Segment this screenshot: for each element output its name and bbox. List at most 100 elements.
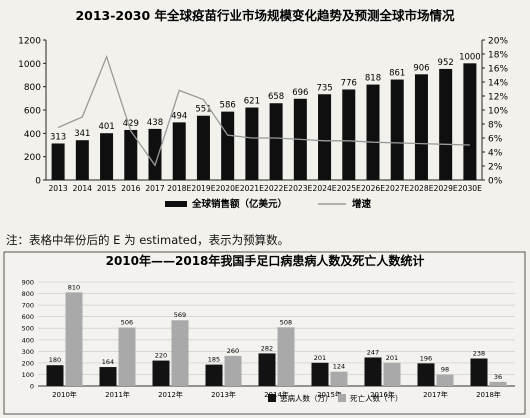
chart1-bar	[172, 122, 186, 180]
chart1-bar	[269, 103, 283, 180]
chart1-y2tick-label: 6%	[488, 135, 503, 145]
chart1-bar	[463, 63, 477, 181]
chart1-xtick-label: 2013	[48, 184, 67, 193]
chart1-bar-label: 313	[50, 132, 66, 142]
chart2-label-cases: 180	[49, 356, 61, 364]
chart2-label-cases: 196	[420, 354, 432, 362]
chart1-ytick-label: 800	[24, 83, 41, 93]
chart1-legend-swatch-sales	[165, 201, 187, 207]
chart2-xtick-label: 2010年	[52, 390, 77, 399]
chart1-xtick-label: 2016	[121, 184, 140, 193]
chart1-bar-label: 696	[292, 88, 308, 98]
chart2-label-cases: 247	[367, 348, 379, 356]
chart1-xtick-label: 2026E	[361, 184, 385, 193]
chart1-y2tick-label: 0%	[488, 177, 503, 187]
chart2-bar-deaths	[171, 320, 189, 386]
chart2-ytick-label: 700	[22, 302, 34, 310]
chart2-label-deaths: 36	[494, 373, 502, 381]
chart2-bar-cases	[99, 367, 117, 386]
chart2-xtick-label: 2016年	[370, 390, 395, 399]
chart1-ytick-label: 200	[24, 153, 41, 163]
chart2-label-cases: 185	[208, 356, 220, 364]
chart1-xtick-label: 2017	[145, 184, 164, 193]
chart2-legend-label-deaths: 死亡人数（个）	[350, 393, 403, 403]
chart1-bar	[196, 115, 210, 180]
chart1-ytick-label: 1000	[18, 60, 41, 70]
chart1-bar-label: 341	[74, 129, 90, 139]
chart2-xtick-label: 2015年	[317, 390, 342, 399]
chart2-bar-deaths	[489, 381, 507, 386]
chart1-bar-label: 658	[268, 92, 284, 102]
chart2-label-cases: 220	[155, 352, 167, 360]
chart2-bar-cases	[205, 364, 223, 386]
chart1-bar	[318, 94, 332, 180]
chart1-ytick-label: 600	[24, 107, 41, 117]
chart2-ytick-label: 400	[22, 336, 34, 344]
chart2-bar-deaths	[118, 327, 136, 386]
chart2-ytick-label: 600	[22, 313, 34, 321]
chart1-growth-line	[57, 54, 470, 167]
chart1-xtick-label: 2030E	[458, 184, 482, 193]
chart2-bar-deaths	[436, 374, 454, 386]
chart1-xtick-label: 2020E	[216, 184, 240, 193]
chart2-bar-deaths	[383, 362, 401, 386]
chart1-bar	[148, 128, 162, 180]
chart1-title: 2013-2030 年全球疫苗行业市场规模变化趋势及预测全球市场情况	[75, 8, 455, 23]
chart1-bar-label: 429	[123, 119, 139, 129]
chart1-xtick-label: 2028E	[409, 184, 433, 193]
chart2-xtick-label: 2013年	[211, 390, 236, 399]
chart2-ytick-label: 300	[22, 348, 34, 356]
chart1-xtick-label: 2018E	[167, 184, 191, 193]
chart1-xtick-label: 2024E	[312, 184, 336, 193]
chart1-bar	[221, 111, 235, 180]
chart1-y2tick-label: 14%	[488, 79, 508, 89]
chart2-bar-cases	[258, 353, 276, 386]
chart1-xtick-label: 2029E	[434, 184, 458, 193]
chart1-ytick-label: 400	[24, 130, 41, 140]
chart1-y2tick-label: 8%	[488, 121, 503, 131]
chart1-bar	[51, 143, 65, 180]
chart2-label-deaths: 569	[174, 311, 186, 319]
chart2-bar-deaths	[65, 292, 83, 386]
chart1-bar-label: 861	[389, 69, 405, 79]
chart1-bar-label: 494	[171, 111, 187, 121]
chart2-label-cases: 164	[102, 358, 114, 366]
chart2-xtick-label: 2012年	[158, 390, 183, 399]
chart1-bar	[100, 133, 114, 180]
chart1-bar	[439, 68, 453, 180]
chart2-bar-cases	[364, 357, 382, 386]
chart1-y2tick-label: 10%	[488, 107, 508, 117]
chart1-ytick-label: 0	[35, 177, 41, 187]
chart1-ytick-label: 1200	[18, 37, 41, 47]
chart1-bar-label: 952	[438, 58, 454, 68]
chart2-ytick-label: 500	[22, 325, 34, 333]
chart1-bar	[75, 140, 89, 180]
chart1-bar	[366, 84, 380, 180]
chart2-bar-deaths	[224, 355, 242, 386]
chart2-legend-swatch-cases	[268, 394, 276, 402]
chart1-bar	[414, 74, 428, 180]
chart1-bar-label: 438	[147, 118, 163, 128]
chart1-y2tick-label: 20%	[488, 37, 508, 47]
chart2-label-cases: 201	[314, 354, 326, 362]
chart1-legend-label-growth: 增速	[352, 198, 372, 210]
chart2-label-deaths: 98	[441, 366, 449, 374]
chart1-bar-label: 776	[341, 78, 357, 88]
chart1-xtick-label: 2014	[73, 184, 92, 193]
chart2-bar-deaths	[330, 371, 348, 386]
chart2-xtick-label: 2011年	[105, 390, 130, 399]
chart1-bar	[390, 79, 404, 180]
chart1-bar-label: 401	[98, 122, 114, 132]
chart2-label-deaths: 508	[280, 318, 292, 326]
chart2-ytick-label: 800	[22, 290, 34, 298]
chart2-legend-label-cases: 患病人数（万）	[280, 393, 333, 403]
footnote: 注：表格中年份后的 E 为 estimated，表示为预算数。	[6, 233, 290, 247]
chart2-bar-deaths	[277, 327, 295, 386]
chart2-xtick-label: 2017年	[423, 390, 448, 399]
chart2-xtick-label: 2018年	[476, 390, 501, 399]
chart1-xtick-label: 2025E	[337, 184, 361, 193]
chart2-bar-cases	[470, 358, 488, 386]
chart2-bar-cases	[311, 362, 329, 386]
chart1-y2tick-label: 18%	[488, 51, 508, 61]
